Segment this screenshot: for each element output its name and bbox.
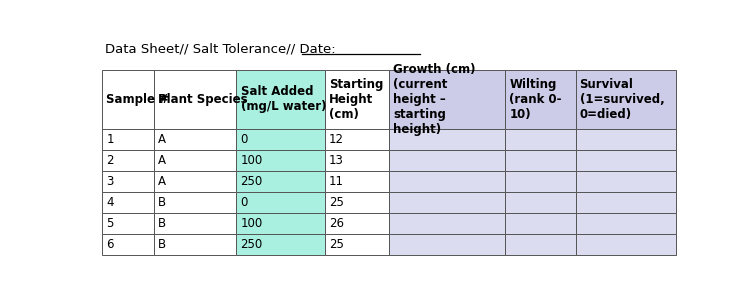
Text: B: B	[158, 238, 166, 251]
Text: 5: 5	[106, 217, 113, 230]
Bar	[154, 70, 237, 129]
Text: 4: 4	[106, 196, 113, 209]
Text: Salt Added
(mg/L water): Salt Added (mg/L water)	[240, 85, 326, 113]
Bar	[505, 171, 575, 192]
Bar	[237, 213, 325, 234]
Text: 0: 0	[240, 196, 248, 209]
Text: B: B	[158, 217, 166, 230]
Text: Survival
(1=survived,
0=died): Survival (1=survived, 0=died)	[580, 78, 665, 121]
Bar	[575, 234, 677, 256]
Bar	[575, 171, 677, 192]
Bar	[325, 234, 389, 256]
Bar	[325, 129, 389, 150]
Text: A: A	[158, 133, 166, 146]
Text: 0: 0	[240, 133, 248, 146]
Bar	[237, 129, 325, 150]
Text: 3: 3	[106, 175, 113, 188]
Bar	[237, 192, 325, 213]
Bar	[102, 234, 154, 256]
Text: 250: 250	[240, 175, 263, 188]
Text: Sample #: Sample #	[106, 93, 169, 106]
Bar	[389, 171, 505, 192]
Bar	[505, 213, 575, 234]
Text: 100: 100	[240, 154, 263, 167]
Bar	[389, 234, 505, 256]
Bar	[325, 213, 389, 234]
Bar	[389, 70, 505, 129]
Text: B: B	[158, 196, 166, 209]
Bar	[505, 234, 575, 256]
Bar	[154, 171, 237, 192]
Bar	[102, 171, 154, 192]
Bar	[154, 150, 237, 171]
Bar	[505, 129, 575, 150]
Bar	[237, 234, 325, 256]
Text: 13: 13	[329, 154, 344, 167]
Bar	[102, 129, 154, 150]
Bar	[154, 234, 237, 256]
Text: 2: 2	[106, 154, 113, 167]
Bar	[505, 70, 575, 129]
Bar	[237, 70, 325, 129]
Text: 25: 25	[329, 196, 344, 209]
Text: 12: 12	[329, 133, 344, 146]
Bar	[237, 171, 325, 192]
Bar	[389, 213, 505, 234]
Text: 100: 100	[240, 217, 263, 230]
Bar	[389, 150, 505, 171]
Text: A: A	[158, 154, 166, 167]
Bar	[575, 129, 677, 150]
Text: 26: 26	[329, 217, 344, 230]
Bar	[575, 70, 677, 129]
Bar	[102, 70, 154, 129]
Bar	[575, 192, 677, 213]
Bar	[154, 213, 237, 234]
Text: 1: 1	[106, 133, 113, 146]
Bar	[389, 129, 505, 150]
Bar	[325, 192, 389, 213]
Bar	[505, 150, 575, 171]
Bar	[575, 213, 677, 234]
Bar	[102, 150, 154, 171]
Bar	[325, 150, 389, 171]
Text: Plant Species: Plant Species	[158, 93, 248, 106]
Text: 11: 11	[329, 175, 344, 188]
Bar	[102, 213, 154, 234]
Bar	[102, 192, 154, 213]
Text: Wilting
(rank 0-
10): Wilting (rank 0- 10)	[510, 78, 562, 121]
Text: Data Sheet// Salt Tolerance// Date:: Data Sheet// Salt Tolerance// Date:	[105, 43, 340, 56]
Text: 25: 25	[329, 238, 344, 251]
Text: 6: 6	[106, 238, 113, 251]
Text: 250: 250	[240, 238, 263, 251]
Bar	[154, 192, 237, 213]
Bar	[505, 192, 575, 213]
Text: Starting
Height
(cm): Starting Height (cm)	[329, 78, 383, 121]
Text: A: A	[158, 175, 166, 188]
Bar	[389, 192, 505, 213]
Text: Growth (cm)
(current
height –
starting
height): Growth (cm) (current height – starting h…	[393, 63, 476, 136]
Bar	[575, 150, 677, 171]
Bar	[325, 171, 389, 192]
Bar	[325, 70, 389, 129]
Bar	[237, 150, 325, 171]
Bar	[154, 129, 237, 150]
